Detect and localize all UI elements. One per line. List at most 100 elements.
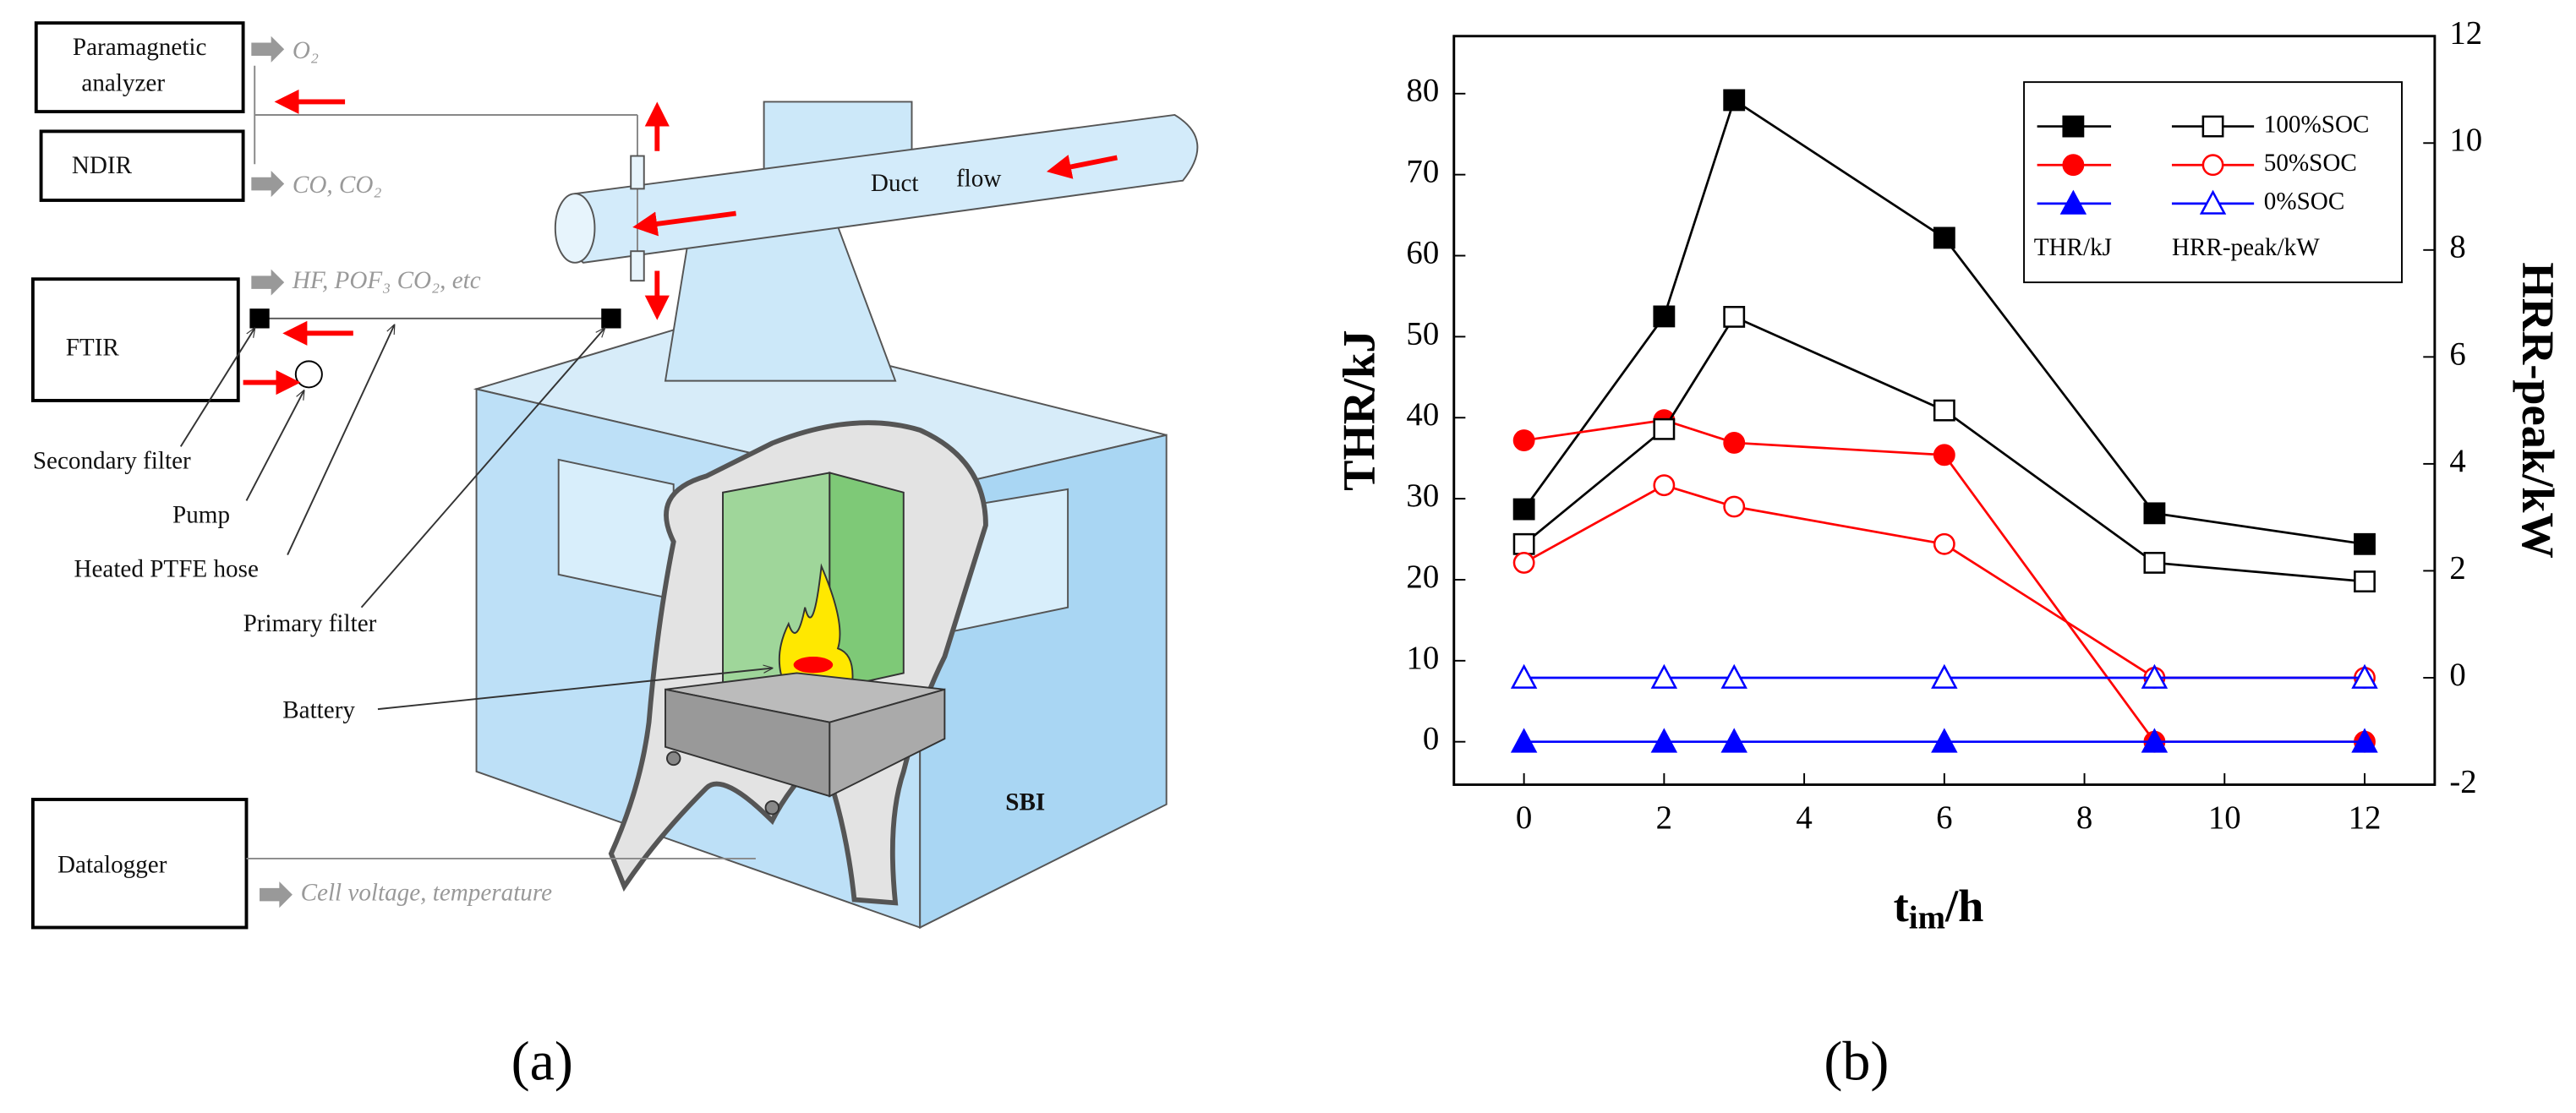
panel-label: (b) <box>1824 1031 1889 1093</box>
probe <box>630 250 645 282</box>
data-point <box>1723 432 1746 454</box>
filter <box>249 308 270 329</box>
callout-label: Primary filter <box>243 610 377 637</box>
callout-label: Heated PTFE hose <box>74 556 258 583</box>
output-arrow <box>251 35 285 63</box>
output-arrow <box>251 269 285 296</box>
callout-line <box>179 328 254 447</box>
y-axis-label: THR/kJ <box>1333 330 1384 490</box>
analyzer-label: Paramagnetic <box>73 34 207 61</box>
y-tick-label: 80 <box>1406 73 1439 109</box>
x-tick-label: 2 <box>1656 799 1672 836</box>
x-tick-label: 4 <box>1796 799 1812 836</box>
y2-tick-label: 0 <box>2449 657 2465 693</box>
y2-tick-label: 10 <box>2449 122 2482 158</box>
callout-line <box>287 325 394 555</box>
analyzer-box <box>34 21 245 114</box>
data-point <box>2351 728 2378 753</box>
output-label: HF, POF₃ CO₂, etc <box>292 267 481 294</box>
series-line <box>1523 98 2365 546</box>
y-tick-label: 10 <box>1406 640 1439 676</box>
pump <box>294 360 323 389</box>
y-tick-label: 40 <box>1406 396 1439 433</box>
data-point <box>1512 552 1535 574</box>
flow-arrow <box>632 210 736 237</box>
callout-label: Battery <box>282 697 355 724</box>
data-point <box>1720 728 1747 753</box>
x-axis-label-sub: im <box>1909 900 1945 936</box>
data-point <box>2354 532 2376 555</box>
x-axis-label-part: t <box>1894 881 1909 932</box>
legend-marker <box>2062 154 2085 177</box>
series-line <box>1523 483 2365 679</box>
wheel <box>665 750 681 767</box>
output-label: CO, CO₂ <box>293 172 382 199</box>
data-point <box>1931 728 1958 753</box>
legend-label: 50%SOC <box>2264 150 2357 177</box>
data-point <box>1512 532 1535 555</box>
x-tick-label: 10 <box>2208 799 2241 836</box>
y2-axis-label: HRR-peak/kW <box>2513 262 2563 559</box>
data-point <box>2143 552 2166 574</box>
y-tick-label: 30 <box>1406 477 1439 514</box>
x-axis-label-part: /h <box>1944 881 1983 932</box>
analyzer-box <box>30 277 240 402</box>
data-point <box>1933 532 1955 555</box>
data-point <box>1510 663 1538 689</box>
analyzer-label: FTIR <box>66 334 120 361</box>
duct-label: flow <box>956 165 1001 192</box>
legend-marker <box>2201 115 2224 138</box>
legend-marker <box>2059 189 2087 215</box>
data-point <box>1653 474 1676 497</box>
legend-marker <box>2062 115 2085 138</box>
analyzer-label: Datalogger <box>57 851 167 878</box>
data-point <box>1650 663 1678 689</box>
data-point <box>2141 663 2169 689</box>
data-point <box>1933 399 1955 422</box>
data-point <box>1933 444 1955 466</box>
panel-label: (a) <box>511 1031 573 1093</box>
series-line <box>1523 315 2365 583</box>
y-tick-label: 50 <box>1406 315 1439 352</box>
legend-header: THR/kJ <box>2034 234 2112 261</box>
y2-tick-label: 12 <box>2449 15 2482 52</box>
analyzer-box <box>39 129 245 202</box>
output-arrow <box>251 171 285 198</box>
data-point <box>1720 663 1747 689</box>
y2-tick-label: 8 <box>2449 229 2465 265</box>
analyzer-label: analyzer <box>81 70 165 97</box>
flow-arrow <box>1046 155 1118 179</box>
data-point <box>2141 728 2169 753</box>
analyzer-label: NDIR <box>72 152 133 179</box>
callout-line <box>245 390 304 501</box>
callout-label: Pump <box>172 502 230 529</box>
legend-marker <box>2201 154 2224 177</box>
data-point <box>1933 226 1955 249</box>
legend-label: 0%SOC <box>2264 188 2345 216</box>
output-label: O₂ <box>293 37 319 64</box>
callout-line <box>360 328 605 608</box>
data-point <box>1650 728 1678 753</box>
hood <box>664 226 897 382</box>
legend-header: HRR-peak/kW <box>2172 234 2320 261</box>
data-point <box>2143 502 2166 525</box>
wheel <box>764 799 780 816</box>
x-axis-label: tim/h <box>1894 881 1984 936</box>
analyzer-box <box>30 798 249 930</box>
duct-label: Duct <box>871 170 919 197</box>
chart: THR/kJ HRR-peak/kW tim/h THR/kJ HRR-peak… <box>1333 15 2563 1093</box>
data-point <box>2351 663 2378 689</box>
data-point <box>1510 728 1538 753</box>
y-tick-label: 0 <box>1423 721 1439 757</box>
filter <box>601 308 621 329</box>
callout-label: Secondary filter <box>33 447 191 474</box>
legend-label: 100%SOC <box>2264 111 2370 138</box>
tray-side <box>829 688 946 798</box>
duct-end <box>554 193 596 264</box>
legend-box <box>2023 81 2403 284</box>
data-point <box>1723 89 1746 112</box>
data-point <box>1512 429 1535 452</box>
y-tick-label: 60 <box>1406 234 1439 270</box>
